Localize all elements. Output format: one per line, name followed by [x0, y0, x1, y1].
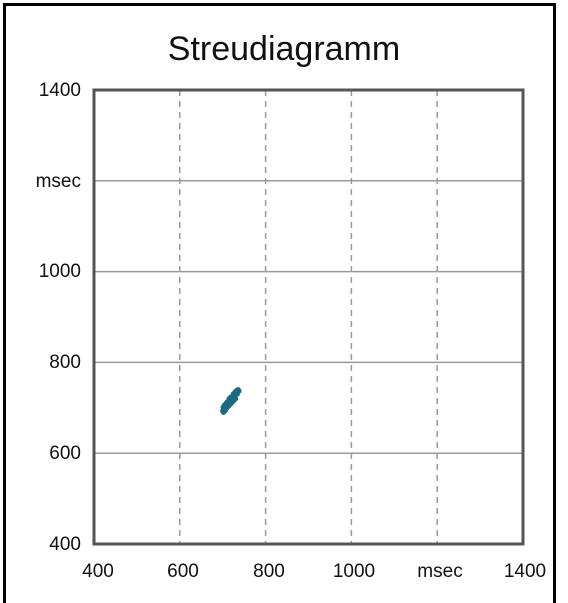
scatter-point — [220, 404, 226, 410]
y-tick-label: 1000 — [38, 261, 81, 282]
y-tick-label: 800 — [49, 352, 81, 373]
scatter-point — [230, 391, 237, 397]
grid-lines — [94, 90, 523, 544]
scatter-point — [229, 397, 236, 403]
data-points — [220, 387, 242, 415]
x-tick-label: msec — [417, 561, 463, 582]
y-tick-label: 400 — [49, 534, 81, 555]
scatter-point — [224, 399, 231, 405]
chart-frame — [3, 3, 556, 603]
x-tick-label: 400 — [82, 561, 114, 582]
x-tick-label: 600 — [167, 561, 199, 582]
y-tick-label: msec — [35, 171, 81, 192]
x-tick-label: 800 — [253, 561, 285, 582]
x-tick-label: 1000 — [332, 561, 376, 582]
y-tick-label: 1400 — [38, 80, 81, 101]
plot-area — [92, 88, 525, 546]
x-tick-label: 1400 — [503, 561, 547, 582]
chart-title: Streudiagramm — [167, 30, 401, 68]
y-tick-label: 600 — [49, 443, 81, 464]
